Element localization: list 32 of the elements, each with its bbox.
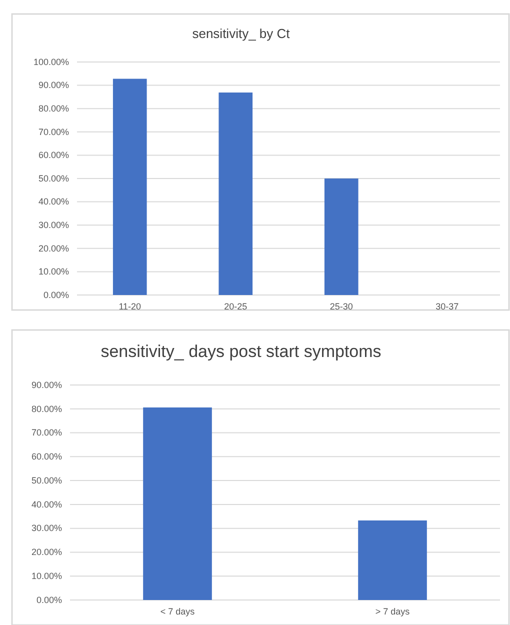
- y-tick-label: 30.00%: [31, 523, 62, 534]
- y-tick-label: 90.00%: [38, 80, 69, 90]
- y-tick-label: 60.00%: [38, 150, 69, 160]
- y-tick-label: 0.00%: [43, 290, 69, 300]
- y-tick-label: 30.00%: [38, 220, 69, 230]
- bar: [324, 178, 358, 295]
- x-tick-label: > 7 days: [375, 606, 410, 616]
- x-tick-label: 25-30: [330, 301, 353, 312]
- y-tick-label: 10.00%: [31, 570, 62, 581]
- x-tick-label: 11-20: [118, 301, 142, 312]
- x-tick-label: 20-25: [224, 301, 248, 312]
- y-tick-label: 20.00%: [38, 243, 69, 254]
- y-tick-label: 70.00%: [31, 428, 62, 438]
- x-tick-label: 30-37: [436, 301, 459, 312]
- bar: [218, 92, 253, 295]
- y-tick-label: 20.00%: [31, 547, 62, 558]
- x-tick-label: < 7 days: [160, 606, 196, 616]
- chart-title: sensitivity_ days post start symptoms: [100, 342, 382, 361]
- y-tick-label: 70.00%: [38, 126, 69, 137]
- y-tick-label: 10.00%: [38, 266, 69, 277]
- y-tick-label: 0.00%: [36, 594, 62, 605]
- bar: [112, 78, 147, 295]
- y-tick-label: 100.00%: [33, 56, 69, 67]
- y-tick-label: 60.00%: [31, 452, 62, 462]
- y-tick-label: 40.00%: [31, 499, 62, 510]
- y-tick-label: 90.00%: [31, 380, 62, 390]
- y-tick-label: 50.00%: [31, 475, 62, 486]
- y-tick-label: 80.00%: [31, 404, 62, 414]
- y-tick-label: 40.00%: [38, 196, 69, 207]
- y-tick-label: 80.00%: [38, 103, 69, 114]
- y-tick-label: 50.00%: [38, 173, 69, 184]
- chart-title: sensitivity_ by Ct: [192, 26, 290, 41]
